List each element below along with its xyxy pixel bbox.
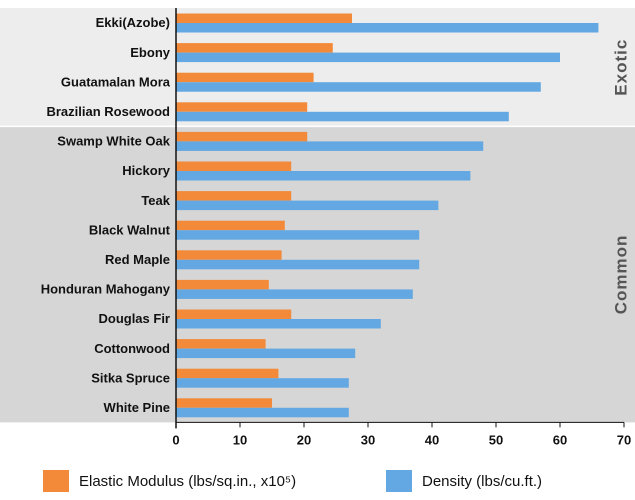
bar-density-white-pine (176, 407, 349, 418)
bar-elastic-modulus-douglas-fir (176, 309, 292, 319)
category-label-guatamalan-mora: Guatamalan Mora (61, 74, 171, 89)
bar-density-ebony (176, 52, 560, 63)
bar-elastic-modulus-honduran-mahogany (176, 279, 269, 290)
group-label-exotic: Exotic (611, 39, 630, 96)
bar-density-cottonwood (176, 348, 356, 359)
legend-label-elastic-modulus: Elastic Modulus (lbs/sq.in., x10⁵) (79, 472, 297, 490)
bars (176, 13, 599, 418)
bar-density-hickory (176, 171, 471, 181)
bar-density-brazilian-rosewood (176, 111, 509, 122)
bar-elastic-modulus-white-pine (176, 398, 272, 408)
legend-swatch-density (386, 470, 412, 492)
bar-elastic-modulus-guatamalan-mora (176, 72, 314, 83)
x-tick-label-30: 30 (361, 432, 375, 447)
bar-density-black-walnut (176, 230, 420, 240)
x-axis: 0 10 20 30 40 50 60 70 (172, 8, 631, 447)
category-label-sitka-spruce: Sitka Spruce (91, 370, 170, 385)
category-label-douglas-fir: Douglas Fir (98, 311, 170, 326)
bar-elastic-modulus-ekki-azobe (176, 13, 352, 23)
category-label-hickory: Hickory (122, 163, 170, 178)
legend-item-elastic-modulus: Elastic Modulus (lbs/sq.in., x10⁵) (43, 466, 296, 496)
category-label-black-walnut: Black Walnut (89, 222, 171, 237)
category-label-red-maple: Red Maple (105, 252, 170, 267)
category-label-ekki-azobe: Ekki(Azobe) (96, 15, 170, 30)
bar-elastic-modulus-sitka-spruce (176, 368, 279, 379)
category-label-white-pine: White Pine (104, 400, 170, 415)
category-label-brazilian-rosewood: Brazilian Rosewood (46, 104, 170, 119)
group-label-common: Common (611, 235, 630, 315)
bar-density-teak (176, 200, 439, 211)
category-labels: Ekki(Azobe) Ebony Guatamalan Mora Brazilian… (41, 15, 171, 415)
bar-density-swamp-white-oak (176, 141, 484, 151)
bar-elastic-modulus-cottonwood (176, 339, 266, 349)
bar-elastic-modulus-swamp-white-oak (176, 131, 308, 142)
x-tick-label-20: 20 (297, 432, 311, 447)
category-label-cottonwood: Cottonwood (94, 341, 170, 356)
legend-item-density: Density (lbs/cu.ft.) (386, 466, 542, 496)
bar-density-red-maple (176, 259, 420, 270)
bar-elastic-modulus-ebony (176, 43, 333, 53)
bar-elastic-modulus-black-walnut (176, 220, 285, 231)
bar-density-douglas-fir (176, 319, 381, 329)
x-tick-label-60: 60 (553, 432, 567, 447)
bar-elastic-modulus-hickory (176, 161, 292, 171)
bar-density-ekki-azobe (176, 23, 599, 33)
x-tick-label-50: 50 (489, 432, 503, 447)
x-tick-label-40: 40 (425, 432, 439, 447)
legend-label-density: Density (lbs/cu.ft.) (422, 472, 543, 490)
bar-chart: Ekki(Azobe) Ebony Guatamalan Mora Brazilian… (0, 8, 635, 447)
legend-swatch-elastic-modulus (43, 470, 69, 492)
bar-density-sitka-spruce (176, 378, 349, 388)
x-tick-label-70: 70 (617, 432, 631, 447)
category-label-teak: Teak (141, 193, 170, 208)
bar-density-honduran-mahogany (176, 289, 413, 299)
legend: Elastic Modulus (lbs/sq.in., x10⁵) Densi… (0, 466, 635, 496)
bar-density-guatamalan-mora (176, 82, 541, 92)
x-tick-label-10: 10 (233, 432, 247, 447)
category-label-ebony: Ebony (130, 45, 170, 60)
bar-elastic-modulus-red-maple (176, 250, 282, 260)
group-labels: Exotic Common (611, 39, 630, 315)
x-tick-label-0: 0 (172, 432, 179, 447)
category-label-swamp-white-oak: Swamp White Oak (57, 134, 170, 149)
group-bands (0, 8, 635, 423)
bar-elastic-modulus-brazilian-rosewood (176, 102, 308, 112)
bar-elastic-modulus-teak (176, 191, 292, 201)
category-label-honduran-mahogany: Honduran Mahogany (41, 282, 171, 297)
